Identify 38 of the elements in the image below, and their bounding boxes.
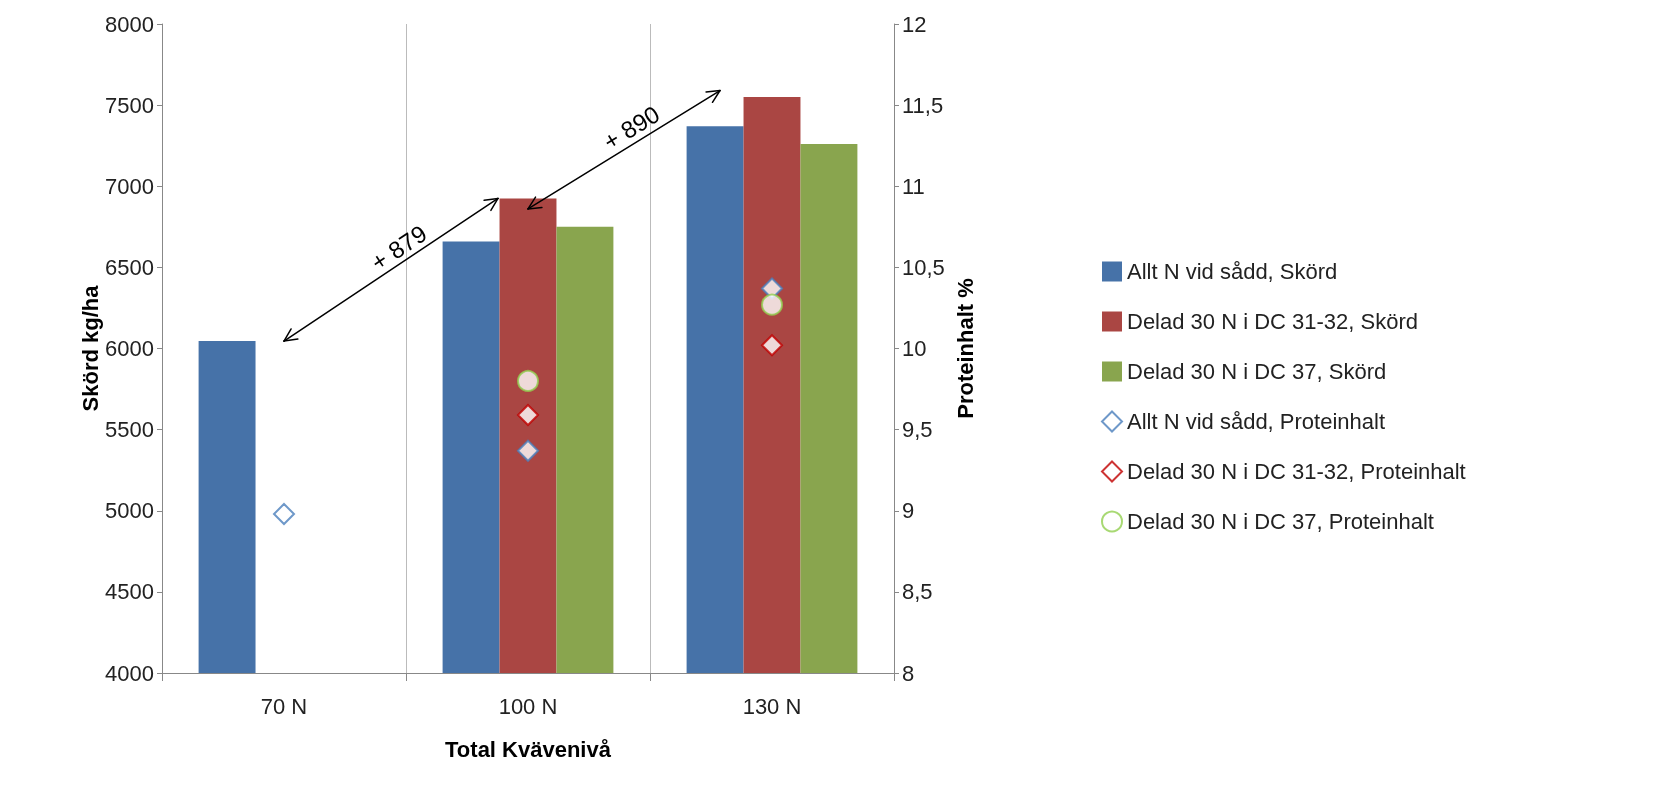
x-tick-label: 70 N [260, 693, 308, 719]
y-tick-label: 6000 [105, 336, 154, 361]
y2-tick-label: 8,5 [902, 579, 933, 605]
y2-tick-label: 12 [902, 11, 927, 37]
y2-tick-label: 9,5 [902, 417, 933, 443]
point [517, 439, 539, 462]
y2-tick-label: 11 [902, 173, 925, 199]
legend-label: Delad 30 N i DC 31-32, Proteinhalt [1127, 459, 1466, 484]
y2-tick-label: 8 [902, 660, 915, 686]
annotation: + 890 [598, 100, 665, 156]
point [761, 334, 783, 357]
y2-tick-label: 9 [902, 498, 915, 524]
point [273, 502, 295, 525]
y-axis-title: Skörd kg/ha [77, 284, 103, 412]
point [517, 369, 539, 392]
y-tick-label: 7000 [105, 173, 154, 199]
y-tick-label: 5000 [105, 498, 154, 524]
point [517, 404, 539, 427]
legend-label: Allt N vid sådd, Proteinhalt [1127, 409, 1386, 434]
y-tick-label: 4000 [105, 660, 154, 686]
legend-label: Allt N vid sådd, Skörd [1127, 259, 1338, 284]
legend-label: Delad 30 N i DC 31-32, Skörd [1127, 309, 1419, 334]
y2-tick-label: 10,5 [902, 254, 945, 280]
y-tick-label: 4500 [105, 579, 154, 605]
y2-tick-label: 11,5 [902, 92, 944, 118]
x-tick-label: 130 N [742, 693, 802, 719]
y2-axis-title: Proteinhalt % [952, 278, 978, 419]
legend-label: Delad 30 N i DC 37, Proteinhalt [1127, 509, 1434, 534]
y-tick-label: 5500 [105, 417, 154, 443]
y2-tick-label: 10 [902, 336, 927, 361]
legend-label: Delad 30 N i DC 37, Skörd [1127, 359, 1387, 384]
point [761, 293, 783, 316]
y-tick-label: 8000 [105, 11, 154, 37]
y-tick-label: 6500 [105, 254, 154, 280]
y-tick-label: 7500 [105, 92, 154, 118]
annotation: + 879 [366, 219, 432, 276]
x-axis-title: Total Kvävenivå [445, 736, 612, 762]
x-tick-label: 100 N [498, 693, 558, 719]
